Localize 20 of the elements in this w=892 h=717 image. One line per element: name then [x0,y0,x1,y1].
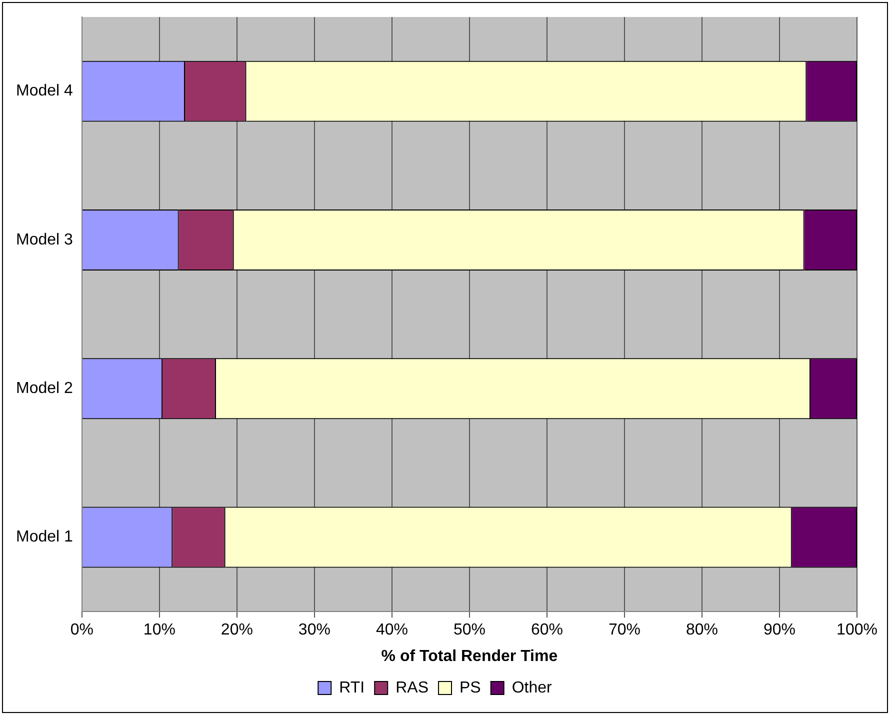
x-tick-label: 60% [530,622,563,639]
legend-label: Other [512,679,553,696]
legend-label: PS [460,679,481,696]
x-tick-label: 30% [298,622,330,639]
x-tick-label: 0% [70,622,94,639]
x-tick-label: 70% [608,622,640,639]
x-tick-label: 20% [220,622,253,639]
y-tick-label: Model 4 [16,82,74,100]
y-tick-label: Model 3 [16,231,74,248]
y-tick-label: Model 2 [16,380,74,398]
legend-label: RTI [339,679,365,696]
x-axis-title: % of Total Render Time [381,648,558,665]
x-tick-label: 40% [376,622,408,639]
x-tick-label: 10% [143,622,176,639]
legend-label: RAS [396,679,429,696]
x-tick-label: 90% [763,622,796,639]
x-tick-label: 50% [453,622,486,639]
x-tick-label: 80% [686,622,718,639]
y-tick-label: Model 1 [16,528,74,546]
x-tick-label: 100% [836,622,878,639]
